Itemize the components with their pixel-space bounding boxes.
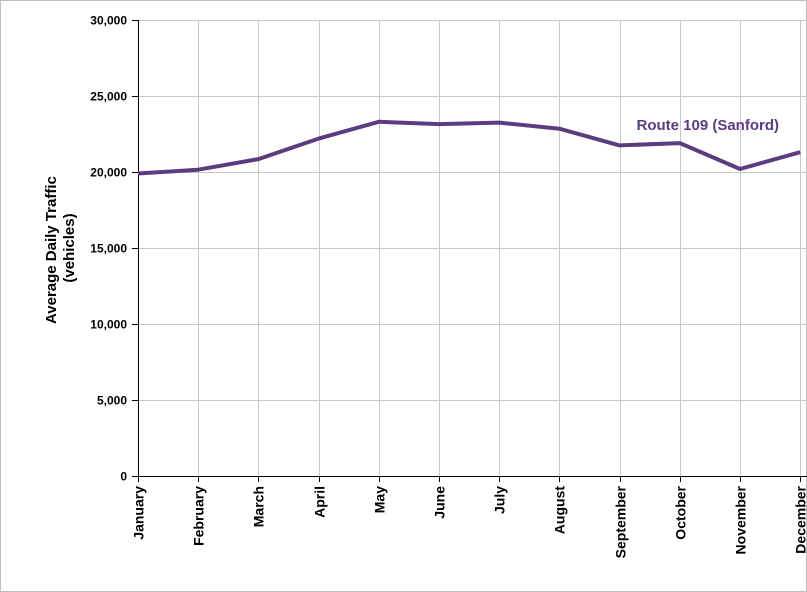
x-tick-label-january: January bbox=[131, 486, 147, 540]
data-point-november bbox=[738, 167, 742, 171]
data-point-september bbox=[618, 143, 622, 147]
x-tick-label-october: October bbox=[673, 485, 689, 539]
data-point-april bbox=[317, 137, 321, 141]
data-point-july bbox=[497, 121, 501, 125]
data-point-october bbox=[678, 141, 682, 145]
x-tick-label-september: September bbox=[613, 485, 629, 558]
series-lines bbox=[136, 119, 802, 176]
y-tick-label-10000: 10,000 bbox=[90, 318, 127, 332]
y-tick-label-0: 0 bbox=[120, 470, 127, 484]
axes bbox=[132, 20, 807, 482]
data-point-february bbox=[196, 168, 200, 172]
y-tick-label-5000: 5,000 bbox=[97, 394, 127, 408]
y-tick-label-30000: 30,000 bbox=[90, 14, 127, 28]
x-tick-label-november: November bbox=[733, 485, 749, 554]
x-tick-label-march: March bbox=[251, 486, 267, 527]
x-tick-label-february: February bbox=[191, 486, 207, 546]
x-tick-label-december: December bbox=[793, 485, 807, 553]
series-labels: Route 109 (Sanford) bbox=[636, 117, 779, 134]
x-tick-label-june: June bbox=[432, 486, 448, 519]
data-point-march bbox=[256, 157, 260, 161]
x-tick-label-april: April bbox=[312, 486, 328, 518]
y-axis-title-line-1: Average Daily Traffic bbox=[43, 176, 60, 324]
series-line-0 bbox=[137, 119, 801, 176]
x-axis-tick-labels: January February March April May June July Augu… bbox=[131, 485, 807, 558]
y-tick-label-15000: 15,000 bbox=[90, 242, 127, 256]
y-axis-tick-labels: 0 5,000 10,000 15,000 20,000 25,000 30,000 bbox=[90, 14, 127, 484]
data-point-august bbox=[557, 127, 561, 131]
x-tick-label-july: July bbox=[492, 486, 508, 514]
y-tick-label-20000: 20,000 bbox=[90, 166, 127, 180]
data-point-january bbox=[136, 172, 140, 176]
gridlines bbox=[138, 20, 807, 476]
x-tick-label-august: August bbox=[552, 486, 568, 535]
data-point-june bbox=[437, 122, 441, 126]
series-label-0: Route 109 (Sanford) bbox=[636, 117, 779, 134]
y-axis-title-line-2: (vehicles) bbox=[61, 213, 78, 282]
data-point-december bbox=[798, 150, 802, 154]
data-point-may bbox=[377, 120, 381, 124]
x-tick-label-may: May bbox=[372, 486, 388, 513]
y-tick-label-25000: 25,000 bbox=[90, 90, 127, 104]
y-axis-title: Average Daily Traffic (vehicles) bbox=[43, 172, 78, 324]
